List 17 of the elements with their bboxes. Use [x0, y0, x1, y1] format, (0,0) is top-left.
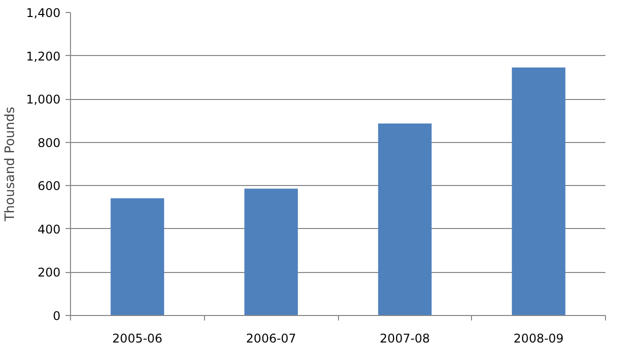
x-tick-label: 2005-06 — [112, 332, 162, 346]
x-tick-label: 2008-09 — [514, 332, 564, 346]
y-tick-label: 800 — [38, 136, 60, 150]
bar — [512, 67, 566, 316]
x-tick-label: 2006-07 — [246, 332, 296, 346]
y-tick-label: 1,000 — [26, 92, 61, 107]
bar — [378, 124, 432, 316]
y-tick-label: 600 — [38, 179, 60, 194]
y-axis-title: Thousand Pounds — [3, 106, 18, 222]
bar — [244, 188, 298, 316]
y-tick-label: 400 — [38, 222, 60, 236]
y-tick-label: 0 — [52, 309, 61, 323]
y-tick-label: 1,200 — [26, 49, 61, 64]
y-tick-label: 1,400 — [26, 6, 61, 20]
y-tick-label: 200 — [38, 266, 60, 280]
x-tick-label: 2007-08 — [380, 332, 430, 346]
bar — [110, 198, 164, 316]
